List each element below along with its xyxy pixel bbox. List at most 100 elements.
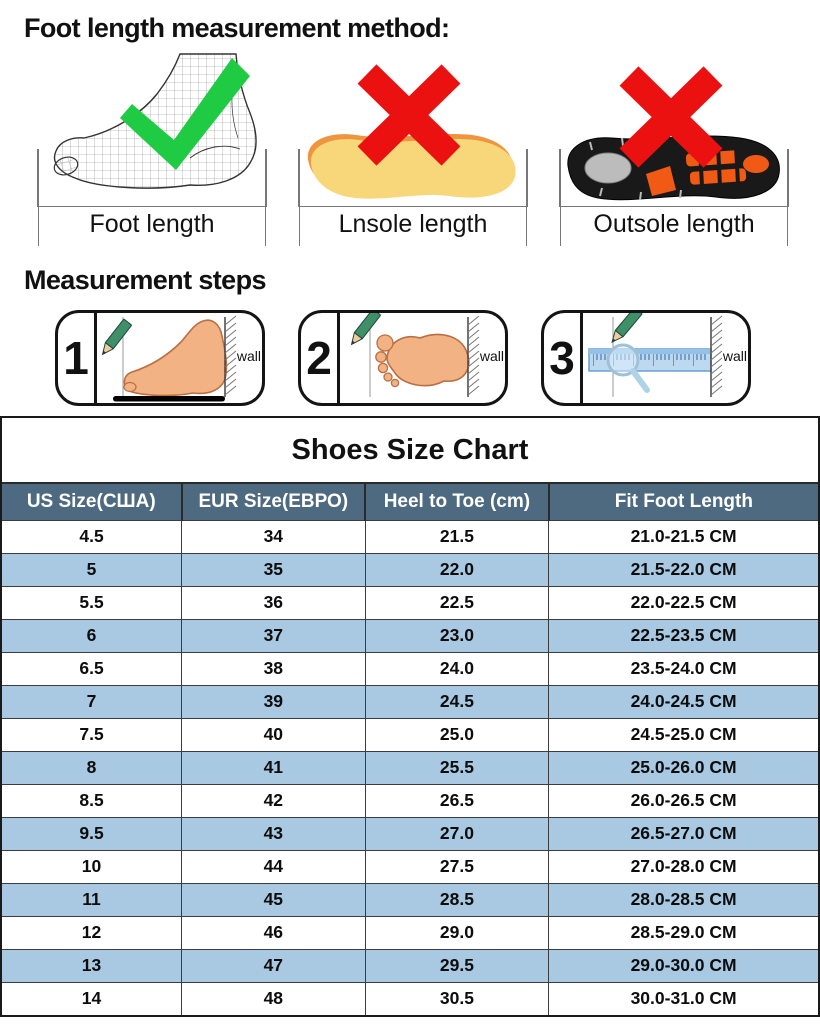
- table-cell: 39: [181, 684, 366, 718]
- divider: [94, 313, 97, 403]
- step-1-scene: wall: [97, 313, 262, 403]
- table-cell: 25.5: [364, 750, 549, 784]
- cross-icon: [619, 66, 723, 168]
- column-header-fit-foot-length: Fit Foot Length: [547, 482, 818, 520]
- table-cell: 24.0: [364, 651, 549, 685]
- checkmark-icon: [120, 58, 250, 170]
- figure-outsole-length: Outsole length: [559, 50, 789, 246]
- table-cell: 8: [2, 750, 182, 784]
- foot-side-measagainst-wall-illustration: [101, 315, 237, 402]
- table-cell: 37: [181, 618, 366, 652]
- table-cell: 26.0-26.5 CM: [548, 783, 818, 817]
- table-cell: 36: [181, 585, 366, 619]
- figure-insole-length: Lnsole length: [298, 50, 528, 246]
- figure-label-outsole-length: Outsole length: [559, 149, 789, 246]
- table-cell: 22.0: [364, 552, 549, 586]
- table-row: 6.5 38 24.0 23.5-24.0 CM: [2, 651, 818, 685]
- table-cell: 45: [181, 882, 366, 916]
- step-3-scene: wall: [583, 313, 748, 403]
- step-2-scene: wall: [340, 313, 505, 403]
- table-cell: 28.5: [364, 882, 549, 916]
- table-cell: 11: [2, 882, 182, 916]
- column-header-eur-size: EUR Size(ЕВРО): [180, 482, 366, 520]
- table-cell: 6: [2, 618, 182, 652]
- table-row: 13 47 29.5 29.0-30.0 CM: [2, 948, 818, 982]
- figure-outsole-canvas: [560, 50, 788, 206]
- step-1-number: 1: [63, 332, 89, 384]
- figure-insole-canvas: [299, 50, 527, 206]
- table-cell: 28.5-29.0 CM: [548, 915, 818, 949]
- table-cell: 25.0-26.0 CM: [548, 750, 818, 784]
- table-cell: 5: [2, 552, 182, 586]
- foot-top-measagainst-wall-illustration: [350, 313, 480, 397]
- table-row: 7.5 40 25.0 24.5-25.0 CM: [2, 717, 818, 751]
- divider: [337, 313, 340, 403]
- table-row: 7 39 24.5 24.0-24.5 CM: [2, 684, 818, 718]
- table-cell: 24.5: [364, 684, 549, 718]
- column-header-heel-to-toe: Heel to Toe (cm): [364, 482, 549, 520]
- table-cell: 21.5: [364, 519, 549, 553]
- wall-label: wall: [722, 348, 747, 364]
- step-1-box: 1: [55, 310, 265, 406]
- table-cell: 22.5-23.5 CM: [548, 618, 818, 652]
- size-chart-body: 4.5 34 21.5 21.0-21.5 CM 5 35 22.0 21.5-22.0 CM…: [2, 519, 818, 1015]
- table-cell: 24.0-24.5 CM: [548, 684, 818, 718]
- figure-label-foot-length: Foot length: [37, 149, 267, 246]
- wall-label: wall: [479, 348, 504, 364]
- measurement-steps: 1: [0, 310, 820, 406]
- table-row: 11 45 28.5 28.0-28.5 CM: [2, 882, 818, 916]
- step-3-box: 3: [541, 310, 751, 406]
- table-cell: 48: [181, 981, 366, 1015]
- ruler-measurement-illustration: [588, 313, 723, 397]
- table-cell: 46: [181, 915, 366, 949]
- table-cell: 21.0-21.5 CM: [548, 519, 818, 553]
- table-cell: 42: [181, 783, 366, 817]
- table-cell: 14: [2, 981, 182, 1015]
- table-cell: 9.5: [2, 816, 182, 850]
- table-row: 8.5 42 26.5 26.0-26.5 CM: [2, 783, 818, 817]
- table-cell: 4.5: [2, 519, 182, 553]
- table-cell: 41: [181, 750, 366, 784]
- size-chart-table: US Size(США) EUR Size(ЕВРО) Heel to Toe …: [2, 482, 818, 1015]
- table-cell: 29.0-30.0 CM: [548, 948, 818, 982]
- steps-title: Measurement steps: [24, 265, 267, 295]
- table-cell: 12: [2, 915, 182, 949]
- step-2-number: 2: [306, 332, 332, 384]
- table-cell: 30.5: [364, 981, 549, 1015]
- table-cell: 30.0-31.0 CM: [548, 981, 818, 1015]
- step-2-box: 2: [298, 310, 508, 406]
- table-cell: 25.0: [364, 717, 549, 751]
- insole-illustration: [307, 134, 516, 199]
- table-row: 9.5 43 27.0 26.5-27.0 CM: [2, 816, 818, 850]
- table-row: 5 35 22.0 21.5-22.0 CM: [2, 552, 818, 586]
- cross-icon: [357, 64, 461, 166]
- table-cell: 44: [181, 849, 366, 883]
- table-cell: 38: [181, 651, 366, 685]
- table-row: 14 48 30.5 30.0-31.0 CM: [2, 981, 818, 1015]
- header-row: US Size(США) EUR Size(ЕВРО) Heel to Toe …: [2, 482, 818, 520]
- figure-label-insole-length: Lnsole length: [298, 149, 528, 246]
- table-cell: 23.0: [364, 618, 549, 652]
- table-cell: 29.0: [364, 915, 549, 949]
- table-cell: 21.5-22.0 CM: [548, 552, 818, 586]
- table-cell: 34: [181, 519, 366, 553]
- table-cell: 27.5: [364, 849, 549, 883]
- table-cell: 43: [181, 816, 366, 850]
- table-cell: 27.0-28.0 CM: [548, 849, 818, 883]
- method-figures: Foot length Lnsole length: [0, 50, 820, 246]
- table-cell: 6.5: [2, 651, 182, 685]
- table-cell: 10: [2, 849, 182, 883]
- column-header-us-size: US Size(США): [2, 482, 182, 520]
- figure-foot-length: Foot length: [37, 50, 267, 246]
- table-cell: 7: [2, 684, 182, 718]
- table-row: 8 41 25.5 25.0-26.0 CM: [2, 750, 818, 784]
- wall-label: wall: [236, 348, 261, 364]
- figure-foot-canvas: [38, 50, 266, 206]
- table-cell: 5.5: [2, 585, 182, 619]
- table-cell: 13: [2, 948, 182, 982]
- table-cell: 40: [181, 717, 366, 751]
- table-cell: 28.0-28.5 CM: [548, 882, 818, 916]
- table-cell: 22.0-22.5 CM: [548, 585, 818, 619]
- table-cell: 26.5-27.0 CM: [548, 816, 818, 850]
- table-row: 5.5 36 22.5 22.0-22.5 CM: [2, 585, 818, 619]
